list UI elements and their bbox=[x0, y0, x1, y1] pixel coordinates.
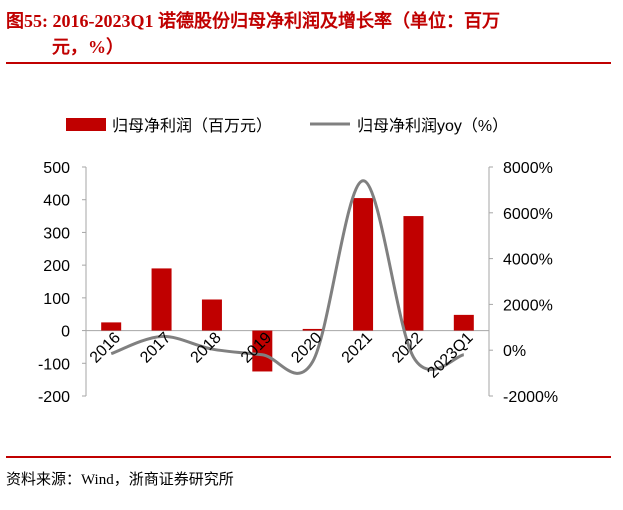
y-left-tick-label: 300 bbox=[43, 225, 70, 242]
x-tick-label: 2021 bbox=[339, 329, 376, 366]
y-left-tick-label: -200 bbox=[38, 389, 70, 406]
source-note: 资料来源：Wind，浙商证券研究所 bbox=[6, 472, 234, 488]
figure-title: 图55: 2016-2023Q1 诺德股份归母净利润及增长率（单位：百万 元，%… bbox=[6, 8, 611, 60]
y-left-tick-label: 100 bbox=[43, 291, 70, 308]
x-tick-label: 2016 bbox=[87, 329, 124, 366]
y-right-tick-label: 0% bbox=[503, 343, 526, 360]
y-left-tick-label: 400 bbox=[43, 193, 70, 210]
bar bbox=[151, 268, 172, 331]
bar bbox=[302, 328, 323, 331]
bottom-rule bbox=[6, 456, 611, 458]
legend-line-label: 归母净利润yoy（%） bbox=[357, 117, 508, 135]
x-tick-label: 2017 bbox=[137, 329, 174, 366]
y-left-tick-label: 200 bbox=[43, 258, 70, 275]
y-right-tick-label: 2000% bbox=[503, 297, 553, 314]
top-rule bbox=[6, 62, 611, 64]
y-left-tick-label: -100 bbox=[38, 356, 70, 373]
x-tick-label: 2018 bbox=[188, 329, 225, 366]
y-left-tick-label: 500 bbox=[43, 160, 70, 177]
y-right-tick-label: -2000% bbox=[503, 389, 558, 406]
x-tick-label: 2020 bbox=[288, 329, 325, 366]
legend-bar-swatch bbox=[66, 118, 106, 131]
y-right-tick-label: 4000% bbox=[503, 252, 553, 269]
x-tick-label: 2022 bbox=[389, 329, 426, 366]
x-tick-label: 2023Q1 bbox=[424, 329, 476, 381]
bar bbox=[201, 299, 222, 331]
bar bbox=[101, 322, 122, 331]
figure-title-line1: 图55: 2016-2023Q1 诺德股份归母净利润及增长率（单位：百万 bbox=[6, 11, 500, 31]
figure-title-line2: 元，%） bbox=[52, 37, 124, 57]
y-right-tick-label: 8000% bbox=[503, 160, 553, 177]
bar bbox=[453, 314, 474, 331]
y-right-tick-label: 6000% bbox=[503, 206, 553, 223]
bar bbox=[403, 216, 424, 331]
yoy-line bbox=[110, 179, 465, 375]
bar bbox=[252, 330, 273, 372]
bar bbox=[353, 198, 374, 331]
y-left-tick-label: 0 bbox=[61, 324, 70, 341]
legend-bar-label: 归母净利润（百万元） bbox=[112, 117, 272, 135]
